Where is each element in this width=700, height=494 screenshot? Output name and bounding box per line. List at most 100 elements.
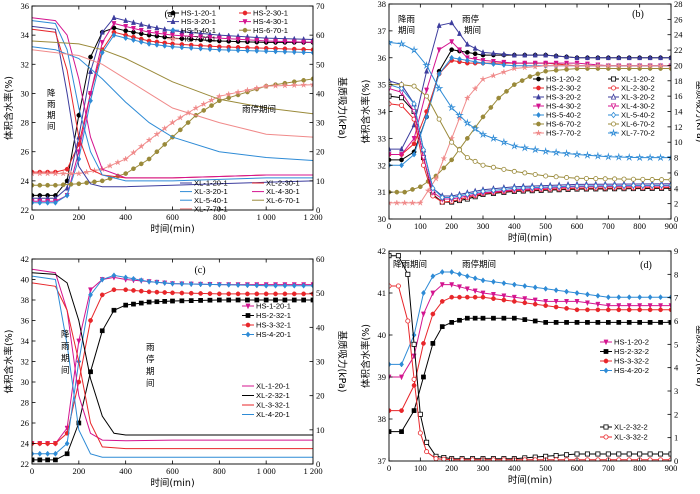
point-HS-6-70-1 [68, 181, 74, 187]
point-HS-3-32-2 [595, 307, 601, 313]
y-tick-label-right: 22 [674, 45, 683, 55]
point-HS-4-20-1 [138, 277, 144, 284]
point-HS-3-32-1 [245, 291, 250, 297]
series-line-XL-1-20-1 [32, 25, 313, 188]
point-XL-5-40-2 [556, 183, 562, 190]
point-XL-5-40-2 [565, 183, 571, 190]
point-HS-1-20-2 [584, 300, 590, 307]
point-HS-6-70-1 [99, 178, 105, 184]
point-HS-7-70-1 [59, 169, 67, 177]
point-HS-2-32-2 [457, 317, 462, 323]
point-HS-1-20-2 [449, 282, 455, 288]
point-HS-1-20-1 [88, 287, 94, 294]
annotation-text: 间 [47, 122, 56, 132]
point-HS-4-20-1 [207, 281, 213, 288]
point-HS-1-20-2 [637, 303, 643, 309]
point-HS-7-70-1 [271, 81, 280, 90]
legend-swatch-marker [603, 358, 609, 364]
point-HS-1-20-2 [399, 374, 405, 381]
legend-swatch-marker [603, 367, 609, 374]
point-HS-5-40-2 [411, 151, 417, 158]
point-HS-4-20-2 [449, 269, 455, 275]
point-HS-5-40-2 [480, 60, 486, 67]
point-XL-5-40-2 [538, 184, 544, 191]
point-HS-7-70-1 [200, 100, 208, 108]
x-tick-label: 1 000 [257, 466, 276, 476]
point-HS-5-40-1 [301, 49, 307, 56]
point-HS-7-70-2 [400, 198, 409, 207]
legend-swatch-marker [611, 76, 617, 82]
point-XL-5-40-2 [583, 182, 590, 190]
point-HS-3-20-2 [564, 53, 570, 60]
point-HS-7-70-1 [309, 80, 313, 88]
point-XL-3-32-2 [501, 457, 507, 461]
point-XL-3-32-2 [564, 457, 570, 461]
point-HS-5-40-1 [64, 192, 70, 199]
point-HS-4-30-2 [449, 39, 455, 45]
point-HS-3-32-1 [282, 291, 288, 297]
point-XL-7-70-2 [604, 152, 613, 161]
point-HS-3-20-2 [511, 51, 517, 58]
point-XL-2-32-2 [553, 453, 559, 459]
point-XL-7-70-2 [520, 143, 530, 152]
y-tick-label-right: 10 [316, 176, 325, 186]
series-group [389, 253, 671, 461]
series-line-XL-6-70-1 [32, 40, 313, 115]
panel-label: (d) [640, 260, 652, 271]
point-HS-1-20-1 [88, 54, 93, 60]
annotation-text: 期间 [464, 26, 481, 36]
point-HS-7-70-2 [573, 61, 581, 69]
point-XL-3-32-2 [441, 456, 447, 461]
point-HS-2-32-1 [198, 298, 203, 303]
point-HS-5-40-1 [123, 35, 129, 42]
point-HS-7-70-1 [67, 169, 75, 177]
y-tick-label-left: 22 [21, 459, 30, 469]
point-HS-2-32-2 [626, 320, 632, 325]
point-HS-7-70-1 [253, 84, 261, 92]
y-tick-label-right: 0 [316, 205, 320, 215]
x-tick-label: 0 [387, 463, 391, 473]
point-HS-2-32-2 [522, 317, 528, 322]
point-HS-4-20-1 [99, 276, 105, 283]
point-HS-5-40-1 [207, 46, 213, 53]
point-HS-5-40-1 [310, 49, 313, 56]
annotation-text: 雨 [47, 100, 56, 110]
point-HS-2-32-2 [389, 429, 392, 434]
x-tick-label: 1 000 [257, 212, 276, 222]
point-XL-5-40-2 [472, 189, 478, 197]
x-tick-label: 0 [30, 466, 34, 476]
y-axis-label-left: 体积含水率(%) [3, 330, 15, 394]
point-HS-6-70-2 [519, 78, 525, 83]
legend-entry: HS-3-20-1 [181, 17, 216, 26]
point-HS-1-20-2 [389, 157, 392, 163]
point-HS-6-70-1 [146, 156, 152, 162]
y-tick-label-left: 30 [21, 88, 30, 98]
y-tick-label-right: 2 [674, 409, 678, 419]
point-HS-2-32-1 [170, 298, 175, 304]
legend-entry: XL-5-40-1 [194, 196, 228, 205]
point-HS-1-20-2 [439, 282, 445, 288]
point-HS-3-20-2 [574, 54, 580, 61]
legend-swatch-marker [536, 76, 541, 82]
point-XL-7-70-2 [645, 153, 655, 162]
legend-entry: HS-3-32-1 [256, 321, 291, 330]
x-tick-label: 800 [633, 463, 646, 473]
point-HS-4-20-2 [647, 294, 653, 301]
y-tick-label-right: 40 [316, 88, 325, 98]
point-HS-4-20-2 [532, 284, 538, 291]
point-HS-2-32-2 [439, 324, 445, 329]
point-HS-3-32-2 [647, 307, 653, 313]
point-HS-3-32-2 [658, 307, 663, 313]
point-HS-3-20-2 [480, 49, 486, 55]
point-HS-7-70-1 [137, 142, 145, 150]
legend-swatch-marker [245, 303, 251, 310]
point-HS-7-70-2 [541, 61, 550, 69]
point-HS-5-40-2 [436, 70, 442, 77]
point-HS-3-20-2 [668, 54, 671, 61]
point-HS-2-30-2 [411, 141, 417, 147]
point-HS-4-20-2 [430, 273, 436, 280]
point-XL-3-32-2 [424, 449, 430, 455]
point-HS-2-32-2 [605, 320, 611, 325]
point-XL-2-32-2 [658, 451, 664, 457]
annotation-text: 降 [47, 88, 56, 99]
